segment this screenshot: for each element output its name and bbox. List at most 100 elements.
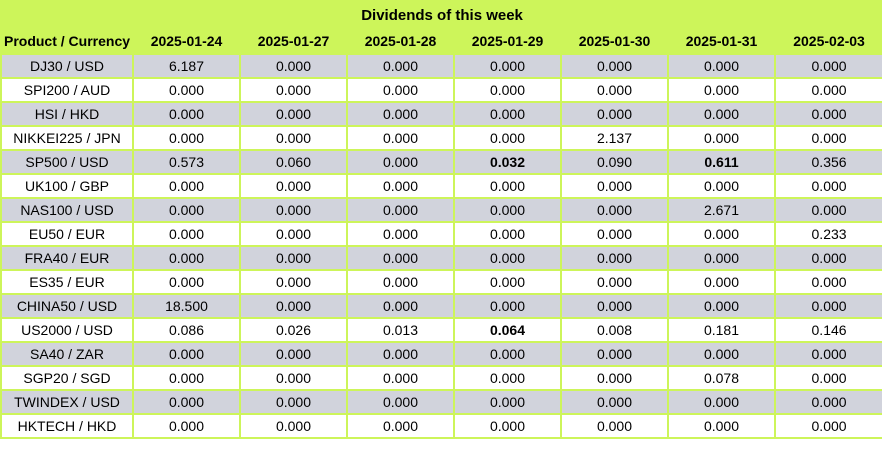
table-row: HKTECH / HKD 0.000 0.000 0.000 0.000 0.000 0.0… <box>0 413 882 439</box>
dividend-cell: 0.000 <box>239 341 348 367</box>
dividend-cell: 0.000 <box>560 221 669 247</box>
dividend-cell: 0.000 <box>560 341 669 367</box>
dividend-cell: 0.000 <box>453 197 562 223</box>
product-cell: SPI200 / AUD <box>0 77 134 103</box>
product-cell: SP500 / USD <box>0 149 134 175</box>
product-cell: DJ30 / USD <box>0 53 134 79</box>
dividend-cell: 0.000 <box>132 173 241 199</box>
dividend-cell: 18.500 <box>132 293 241 319</box>
table-row: ES35 / EUR 0.000 0.000 0.000 0.000 0.000 0.000… <box>0 269 882 295</box>
dividend-cell: 0.000 <box>667 293 776 319</box>
dividend-cell: 0.060 <box>239 149 348 175</box>
dividend-cell: 0.000 <box>453 413 562 439</box>
table-row: UK100 / GBP 0.000 0.000 0.000 0.000 0.000 0.00… <box>0 173 882 199</box>
dividend-cell: 0.000 <box>453 53 562 79</box>
dividend-cell: 6.187 <box>132 53 241 79</box>
dividend-cell: 0.000 <box>667 173 776 199</box>
table-row: CHINA50 / USD 18.500 0.000 0.000 0.000 0.000 0… <box>0 293 882 319</box>
table-row: SPI200 / AUD 0.000 0.000 0.000 0.000 0.000 0.0… <box>0 77 882 103</box>
dividend-cell: 0.078 <box>667 365 776 391</box>
table-row: FRA40 / EUR 0.000 0.000 0.000 0.000 0.000 0.00… <box>0 245 882 271</box>
dividend-cell: 0.000 <box>773 269 882 295</box>
dividend-cell: 0.000 <box>132 101 241 127</box>
dividend-cell: 0.000 <box>239 125 348 151</box>
dividend-cell: 0.181 <box>667 317 776 343</box>
dividend-cell: 0.000 <box>667 221 776 247</box>
dividend-cell: 0.000 <box>239 173 348 199</box>
dividend-cell: 0.013 <box>346 317 455 343</box>
dividend-cell: 0.000 <box>453 77 562 103</box>
dividend-cell: 0.000 <box>239 389 348 415</box>
dividend-cell: 0.000 <box>132 245 241 271</box>
dividend-cell: 0.000 <box>346 221 455 247</box>
table-row: NAS100 / USD 0.000 0.000 0.000 0.000 0.000 2.6… <box>0 197 882 223</box>
column-header-date: 2025-02-03 <box>773 28 882 55</box>
column-header-product: Product / Currency <box>0 28 134 55</box>
dividend-cell: 0.573 <box>132 149 241 175</box>
dividend-cell: 0.000 <box>560 245 669 271</box>
dividend-cell: 0.000 <box>773 173 882 199</box>
product-cell: TWINDEX / USD <box>0 389 134 415</box>
dividend-cell: 0.000 <box>132 389 241 415</box>
column-header-date: 2025-01-29 <box>453 28 562 55</box>
dividend-cell: 0.000 <box>453 365 562 391</box>
dividend-cell: 0.000 <box>773 413 882 439</box>
table-row: TWINDEX / USD 0.000 0.000 0.000 0.000 0.000 0.… <box>0 389 882 415</box>
dividend-cell: 0.008 <box>560 317 669 343</box>
dividend-cell: 0.000 <box>667 341 776 367</box>
dividend-cell: 0.000 <box>239 197 348 223</box>
dividend-cell: 0.086 <box>132 317 241 343</box>
dividend-cell: 0.000 <box>239 101 348 127</box>
dividend-cell: 0.000 <box>132 341 241 367</box>
dividend-cell: 0.000 <box>346 365 455 391</box>
dividend-cell: 0.000 <box>239 413 348 439</box>
dividend-cell: 0.000 <box>239 221 348 247</box>
dividend-cell: 0.000 <box>560 197 669 223</box>
column-header-date: 2025-01-30 <box>560 28 669 55</box>
dividend-cell: 0.000 <box>773 125 882 151</box>
table-row: DJ30 / USD 6.187 0.000 0.000 0.000 0.000 0.000… <box>0 53 882 79</box>
dividend-cell: 0.233 <box>773 221 882 247</box>
dividend-cell: 0.000 <box>453 245 562 271</box>
column-header-date: 2025-01-27 <box>239 28 348 55</box>
dividend-cell: 0.000 <box>132 221 241 247</box>
dividend-cell: 0.000 <box>346 101 455 127</box>
dividend-cell: 0.000 <box>346 245 455 271</box>
dividend-cell: 0.000 <box>346 173 455 199</box>
dividend-cell: 0.000 <box>560 53 669 79</box>
dividend-cell: 0.000 <box>560 293 669 319</box>
dividend-cell: 0.032 <box>453 149 562 175</box>
dividend-cell: 0.146 <box>773 317 882 343</box>
column-header-date: 2025-01-24 <box>132 28 241 55</box>
product-cell: HSI / HKD <box>0 101 134 127</box>
product-cell: ES35 / EUR <box>0 269 134 295</box>
product-cell: CHINA50 / USD <box>0 293 134 319</box>
table-row: SP500 / USD 0.573 0.060 0.000 0.032 0.090 0.61… <box>0 149 882 175</box>
dividend-cell: 0.000 <box>453 389 562 415</box>
dividend-cell: 0.000 <box>346 53 455 79</box>
dividend-cell: 0.000 <box>132 365 241 391</box>
dividend-cell: 0.000 <box>453 341 562 367</box>
dividend-cell: 0.000 <box>132 269 241 295</box>
table-title: Dividends of this week <box>0 0 882 28</box>
product-cell: FRA40 / EUR <box>0 245 134 271</box>
table-title-row: Dividends of this week <box>0 0 882 28</box>
dividend-cell: 0.000 <box>560 101 669 127</box>
dividend-cell: 0.000 <box>239 269 348 295</box>
dividend-cell: 0.026 <box>239 317 348 343</box>
dividend-cell: 0.000 <box>667 269 776 295</box>
dividend-cell: 0.064 <box>453 317 562 343</box>
dividend-cell: 0.000 <box>239 245 348 271</box>
product-cell: NIKKEI225 / JPN <box>0 125 134 151</box>
dividend-cell: 0.000 <box>773 293 882 319</box>
dividend-cell: 0.000 <box>346 341 455 367</box>
dividend-cell: 0.000 <box>346 413 455 439</box>
dividend-cell: 0.000 <box>667 413 776 439</box>
product-cell: UK100 / GBP <box>0 173 134 199</box>
dividend-cell: 2.671 <box>667 197 776 223</box>
table-body: DJ30 / USD 6.187 0.000 0.000 0.000 0.000 0.000… <box>0 53 882 439</box>
dividend-cell: 0.000 <box>560 413 669 439</box>
dividend-cell: 0.000 <box>346 125 455 151</box>
dividend-cell: 0.000 <box>773 365 882 391</box>
table-row: EU50 / EUR 0.000 0.000 0.000 0.000 0.000 0.000… <box>0 221 882 247</box>
